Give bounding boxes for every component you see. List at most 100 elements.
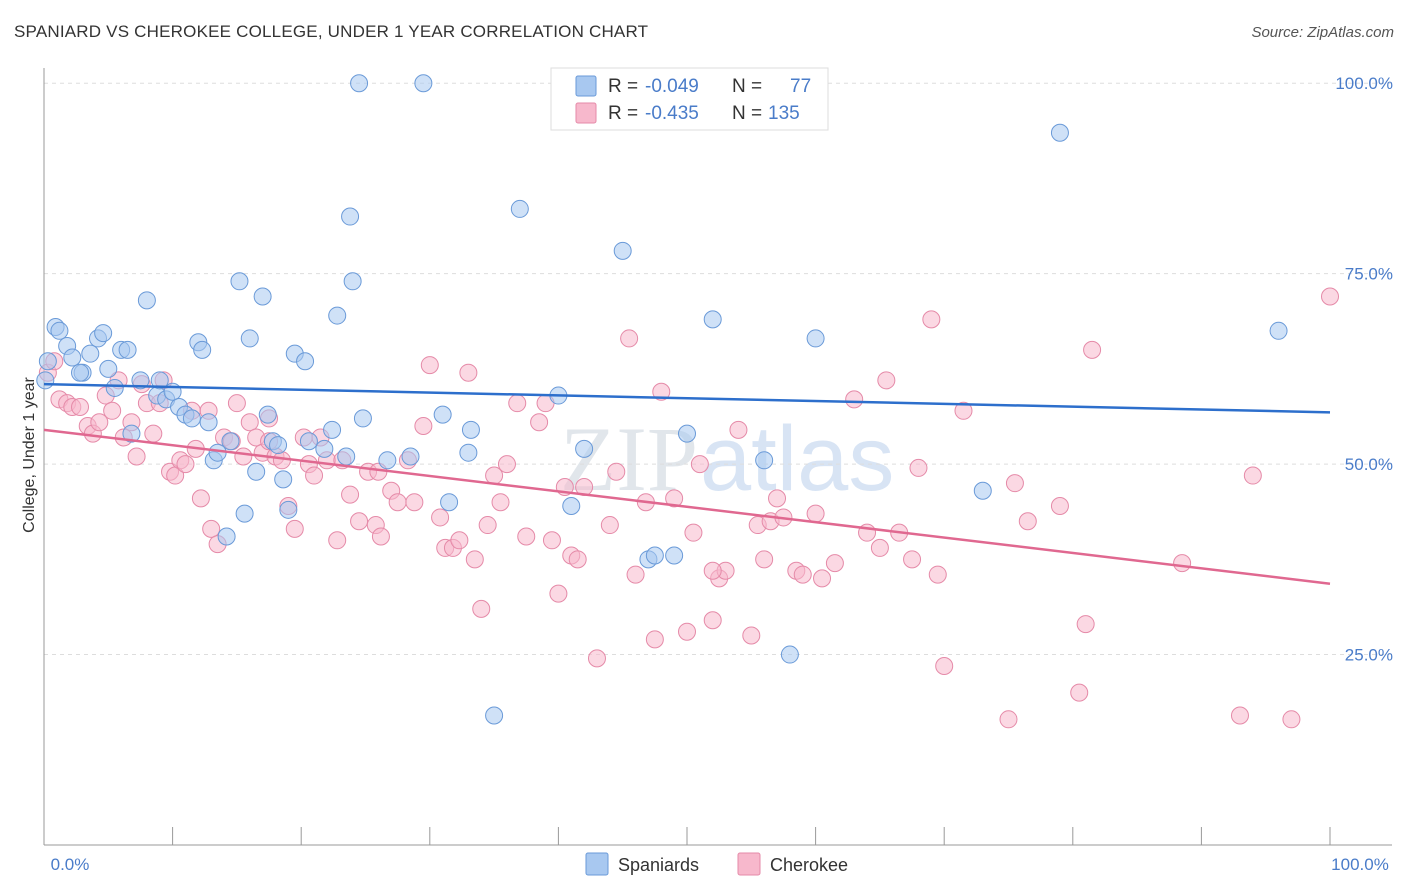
- cherokee-point: [909, 458, 928, 477]
- cherokee-point: [371, 527, 390, 546]
- cherokee-point: [600, 516, 619, 535]
- cherokee-point: [1173, 554, 1192, 573]
- cherokee-point: [626, 565, 645, 584]
- spaniards-point: [678, 424, 696, 443]
- spaniards-point: [118, 340, 137, 359]
- legend-r-value: -0.435: [645, 103, 699, 124]
- spaniards-point: [122, 424, 141, 443]
- spaniards-point: [279, 500, 298, 519]
- spaniards-point: [645, 546, 664, 565]
- spaniards-point: [50, 321, 69, 340]
- spaniards-point: [973, 481, 992, 500]
- cherokee-point: [350, 512, 369, 531]
- cherokee-point: [472, 599, 491, 618]
- legend-n-label: N =: [732, 76, 762, 97]
- cherokee-point: [465, 550, 484, 569]
- cherokee-point: [431, 508, 450, 527]
- spaniards-point: [221, 432, 240, 451]
- spaniards-point: [94, 324, 113, 343]
- cherokee-point: [491, 493, 510, 512]
- spaniards-point: [71, 363, 90, 382]
- cherokee-point: [341, 485, 360, 504]
- bottom-legend: Spaniards Cherokee: [585, 852, 848, 876]
- cherokee-point: [1230, 706, 1249, 725]
- bottom-legend-swatch-cherokee: [737, 852, 761, 876]
- spaniards-point: [274, 470, 293, 489]
- x-ticks: [43, 827, 1331, 845]
- spaniards-point: [240, 329, 259, 348]
- spaniards-trend-line: [43, 382, 1331, 414]
- spaniards-point: [613, 241, 632, 260]
- cherokee-point: [587, 649, 606, 668]
- cherokee-point: [508, 394, 527, 413]
- cherokee-point: [922, 310, 941, 329]
- spaniards-point: [182, 409, 201, 428]
- cherokee-point: [414, 417, 433, 436]
- cherokee-point: [652, 382, 671, 401]
- spaniards-point: [575, 439, 594, 458]
- cherokee-points: [38, 287, 1339, 729]
- spaniards-point: [459, 443, 478, 462]
- cherokee-point: [620, 329, 639, 348]
- spaniards-point: [193, 340, 212, 359]
- cherokee-point: [742, 626, 761, 645]
- cherokee-point: [607, 462, 626, 481]
- spaniards-point: [485, 706, 504, 725]
- cherokee-point: [1243, 466, 1262, 485]
- cherokee-point: [825, 554, 844, 573]
- legend-n-value: 135: [768, 103, 800, 124]
- spaniards-point: [353, 409, 372, 428]
- spaniards-point: [341, 207, 360, 226]
- y-tick-label: 50.0%: [1345, 455, 1393, 474]
- spaniards-point: [378, 451, 397, 470]
- cherokee-point: [497, 455, 516, 474]
- spaniards-point: [433, 405, 452, 424]
- watermark-atlas: atlas: [700, 408, 894, 510]
- spaniards-point: [230, 272, 249, 291]
- cherokee-point: [90, 413, 109, 432]
- cherokee-point: [568, 550, 587, 569]
- x-tick-label-min: 0.0%: [51, 855, 90, 874]
- cherokee-point: [1076, 615, 1095, 634]
- spaniards-point: [337, 447, 356, 466]
- cherokee-point: [517, 527, 536, 546]
- bottom-legend-label-spaniards: Spaniards: [618, 855, 699, 875]
- spaniards-point: [131, 371, 150, 390]
- spaniards-point: [328, 306, 347, 325]
- cherokee-point: [305, 466, 324, 485]
- cherokee-point: [1083, 340, 1102, 359]
- cherokee-point: [768, 489, 787, 508]
- cherokee-point: [71, 397, 90, 416]
- spaniards-point: [36, 371, 55, 390]
- spaniards-point: [38, 352, 57, 371]
- cherokee-point: [1050, 497, 1069, 516]
- spaniards-point: [269, 436, 288, 455]
- cherokee-point: [877, 371, 896, 390]
- spaniards-point: [440, 493, 459, 512]
- cherokee-point: [450, 531, 469, 550]
- cherokee-point: [903, 550, 922, 569]
- spaniards-point: [780, 645, 799, 664]
- legend-r-label: R =: [608, 103, 638, 124]
- cherokee-trend-line: [43, 428, 1331, 585]
- cherokee-point: [703, 561, 722, 580]
- legend: R = -0.049 N = 77 R = -0.435 N = 135: [550, 67, 829, 131]
- cherokee-point: [478, 516, 497, 535]
- legend-r-value: -0.049: [645, 76, 699, 97]
- spaniards-point: [150, 371, 169, 390]
- cherokee-point: [191, 489, 210, 508]
- y-tick-labels: 100.0% 75.0% 50.0% 25.0%: [1335, 74, 1393, 664]
- spaniards-point: [755, 451, 774, 470]
- spaniards-point: [1269, 321, 1288, 340]
- spaniards-point: [247, 462, 266, 481]
- cherokee-point: [928, 565, 947, 584]
- spaniards-point: [258, 405, 277, 424]
- cherokee-point: [645, 630, 664, 649]
- spaniards-point: [806, 329, 825, 348]
- cherokee-point: [935, 656, 954, 675]
- cherokee-point: [144, 424, 163, 443]
- y-tick-label: 25.0%: [1345, 646, 1393, 665]
- spaniards-point: [235, 504, 254, 523]
- watermark: ZIP atlas: [560, 408, 894, 510]
